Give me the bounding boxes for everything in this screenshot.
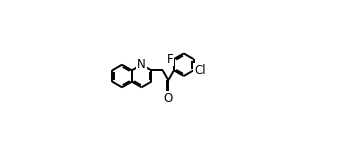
Text: F: F — [167, 53, 173, 66]
Text: O: O — [164, 92, 173, 105]
Text: Cl: Cl — [194, 64, 206, 77]
Text: N: N — [137, 58, 146, 71]
